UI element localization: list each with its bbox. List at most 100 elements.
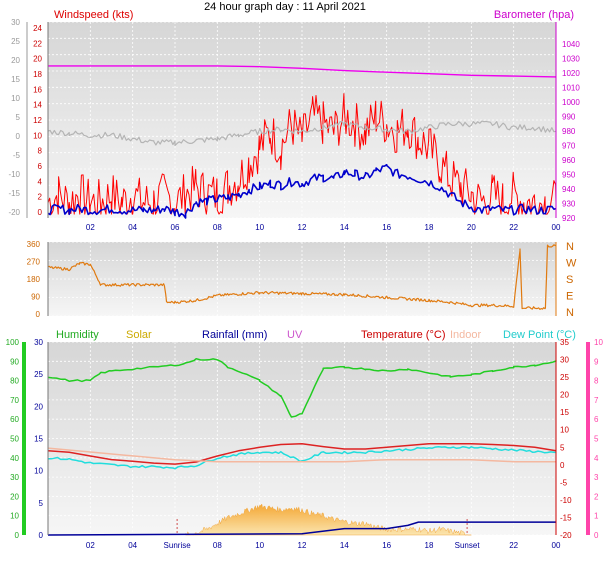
series-line-wind_speed (47, 93, 557, 215)
barometer-tick-label: 1010 (562, 84, 580, 93)
compass-tick-label: N (566, 307, 574, 319)
humidity-tick-label: 70 (10, 396, 19, 405)
uv-tick-label: 3 (594, 473, 599, 482)
series-line-gray_line (47, 120, 557, 147)
rain-tick-label: 10 (34, 467, 43, 476)
barometer-tick-label: 970 (562, 142, 576, 151)
weather-x-tick-label: Sunset (455, 541, 481, 550)
outer-tick-label: -5 (13, 151, 21, 160)
wind-x-tick-label: 00 (552, 223, 561, 232)
uv-tick-label: 5 (594, 435, 599, 444)
rain-tick-label: 5 (39, 499, 44, 508)
humidity-tick-label: 0 (15, 531, 20, 540)
barometer-tick-label: 940 (562, 185, 576, 194)
barometer-tick-label: 960 (562, 156, 576, 165)
humidity-tick-label: 10 (10, 512, 19, 521)
uv-tick-label: 6 (594, 415, 599, 424)
temp-tick-label: 25 (560, 373, 569, 382)
outer-tick-label: 25 (11, 37, 20, 46)
wind-tick-label: 22 (33, 39, 42, 48)
wind-tick-label: 24 (33, 24, 42, 33)
weather-x-tick-label: 22 (509, 541, 518, 550)
barometer-tick-label: 950 (562, 171, 576, 180)
legend-dewpoint: Dew Point (°C) (503, 329, 576, 341)
compass-tick-label: S (566, 274, 573, 286)
outer-tick-label: -10 (8, 170, 20, 179)
wind-tick-label: 16 (33, 85, 42, 94)
wind-x-tick-label: 16 (382, 223, 391, 232)
outer-tick-label: 10 (11, 94, 20, 103)
uv-tick-label: 1 (594, 512, 599, 521)
series-line-temperature (47, 443, 557, 465)
rain-tick-label: 0 (39, 531, 44, 540)
temp-tick-label: 0 (560, 461, 565, 470)
wind-tick-label: 10 (33, 131, 42, 140)
outer-tick-label: 30 (11, 18, 20, 27)
series-line-dewpoint (47, 445, 557, 470)
humidity-tick-label: 30 (10, 473, 19, 482)
wind-tick-label: 8 (38, 147, 43, 156)
weather-x-tick-label: 12 (298, 541, 307, 550)
uv-tick-label: 8 (594, 377, 599, 386)
humidity-tick-label: 20 (10, 492, 19, 501)
outer-tick-label: 0 (16, 132, 21, 141)
wind-x-tick-label: 08 (213, 223, 222, 232)
page-title: 24 hour graph day : 11 April 2021 (204, 1, 366, 13)
legend-temperature: Temperature (°C) (361, 329, 445, 341)
humidity-tick-label: 40 (10, 454, 19, 463)
uv-tick-label: 9 (594, 357, 599, 366)
compass-tick-label: E (566, 291, 573, 303)
wind-tick-label: 20 (33, 55, 42, 64)
uv-tick-label: 0 (594, 531, 599, 540)
wind-x-tick-label: 12 (298, 223, 307, 232)
weather-x-tick-label: Sunrise (164, 541, 192, 550)
barometer-tick-label: 920 (562, 214, 576, 223)
direction-tick-label: 270 (27, 258, 41, 267)
legend-solar: Solar (126, 329, 152, 341)
direction-line (47, 244, 557, 310)
temp-tick-label: 5 (560, 443, 565, 452)
wind-x-tick-label: 02 (86, 223, 95, 232)
rain-tick-label: 25 (34, 370, 43, 379)
wind-tick-label: 6 (38, 162, 43, 171)
temp-tick-label: -5 (560, 478, 568, 487)
direction-tick-label: 0 (36, 310, 41, 319)
weather-x-tick-label: 10 (255, 541, 264, 550)
rain-tick-label: 20 (34, 402, 43, 411)
series-line-humidity (47, 357, 557, 418)
solar-area (185, 503, 472, 536)
wind-x-tick-label: 22 (509, 223, 518, 232)
outer-tick-label: -15 (8, 189, 20, 198)
barometer-axis-label: Barometer (hpa) (494, 9, 574, 21)
wind-x-tick-label: 04 (128, 223, 137, 232)
humidity-tick-label: 100 (6, 338, 20, 347)
barometer-tick-label: 990 (562, 113, 576, 122)
wind-x-tick-label: 20 (467, 223, 476, 232)
weather-x-tick-label: 00 (552, 541, 561, 550)
uv-tick-label: 7 (594, 396, 599, 405)
legend-humidity: Humidity (56, 329, 99, 341)
wind-x-tick-label: 14 (340, 223, 349, 232)
series-line-rainfall (47, 521, 556, 536)
outer-tick-label: 15 (11, 75, 20, 84)
barometer-tick-label: 1020 (562, 69, 580, 78)
barometer-tick-label: 1040 (562, 40, 580, 49)
humidity-tick-label: 80 (10, 377, 19, 386)
barometer-tick-label: 1030 (562, 55, 580, 64)
series-line-barometer (48, 65, 557, 78)
series-line-wind_avg (47, 163, 557, 219)
outer-tick-label: 5 (16, 113, 21, 122)
humidity-tick-label: 50 (10, 435, 19, 444)
direction-tick-label: 90 (31, 293, 40, 302)
wind-tick-label: 12 (33, 116, 42, 125)
uv-tick-label: 10 (594, 338, 603, 347)
temp-tick-label: 20 (560, 391, 569, 400)
temp-tick-label: -15 (560, 513, 572, 522)
temp-tick-label: 15 (560, 408, 569, 417)
legend-uv: UV (287, 329, 303, 341)
weather-x-tick-label: 16 (382, 541, 391, 550)
barometer-tick-label: 1000 (562, 98, 580, 107)
windspeed-axis-label: Windspeed (kts) (54, 9, 133, 21)
weather-x-tick-label: 02 (86, 541, 95, 550)
